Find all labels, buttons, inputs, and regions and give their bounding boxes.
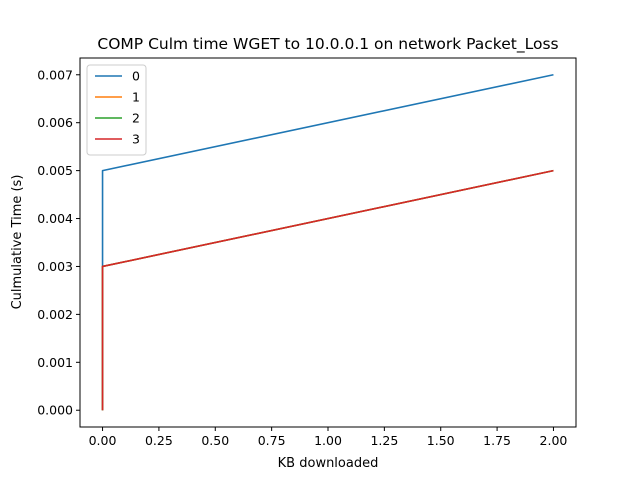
y-tick-label: 0.004: [37, 211, 73, 226]
x-tick-label: 2.00: [540, 433, 568, 448]
y-tick-label: 0.000: [37, 403, 73, 418]
y-axis: 0.000 0.001 0.002 0.003 0.004 0.005 0.006 0.007: [37, 67, 80, 418]
y-tick-label: 0.007: [37, 67, 73, 82]
legend-label-1: 1: [132, 90, 140, 105]
y-tick-label: 0.002: [37, 307, 73, 322]
chart-title: COMP Culm time WGET to 10.0.0.1 on netwo…: [97, 35, 558, 54]
legend: 0 1 2 3: [86, 64, 147, 156]
y-axis-label: Culmulative Time (s): [10, 175, 25, 310]
x-tick-label: 0.75: [258, 433, 286, 448]
y-tick-label: 0.006: [37, 115, 73, 130]
series-line-1: [101, 169, 554, 411]
series-line-3: [101, 169, 554, 411]
x-tick-label: 1.00: [314, 433, 342, 448]
y-tick-label: 0.003: [37, 259, 73, 274]
y-tick-label: 0.005: [37, 163, 73, 178]
series-line-2: [101, 169, 554, 411]
legend-label-2: 2: [132, 111, 140, 126]
x-tick-label: 1.75: [483, 433, 511, 448]
x-tick-label: 0.25: [145, 433, 173, 448]
legend-box: [86, 64, 147, 156]
x-axis: 0.00 0.25 0.50 0.75 1.00 1.25 1.50 1.75 2.00: [89, 427, 568, 448]
x-axis-label: KB downloaded: [278, 456, 379, 471]
x-tick-label: 0.00: [89, 433, 117, 448]
x-tick-label: 0.50: [201, 433, 229, 448]
plot-lines: [101, 73, 554, 411]
plot-frame: [79, 57, 577, 428]
y-tick-label: 0.001: [37, 355, 73, 370]
legend-label-0: 0: [132, 69, 140, 84]
legend-label-3: 3: [132, 132, 140, 147]
series-line-0: [101, 73, 554, 411]
x-tick-label: 1.50: [427, 433, 455, 448]
x-tick-label: 1.25: [370, 433, 398, 448]
